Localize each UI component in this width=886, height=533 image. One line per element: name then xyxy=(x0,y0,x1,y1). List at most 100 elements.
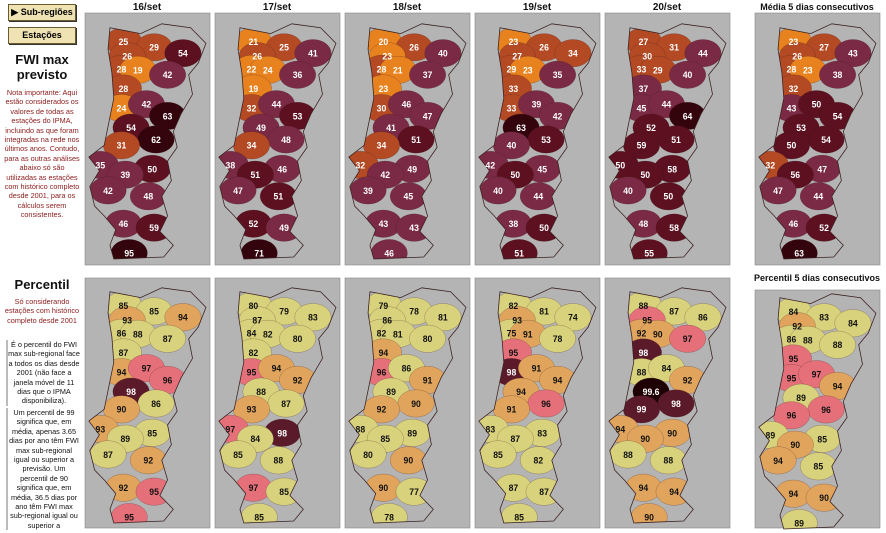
region-value: 23 xyxy=(523,65,533,75)
region-value: 32 xyxy=(789,84,799,94)
region-value: 91 xyxy=(423,375,433,385)
region-value: 48 xyxy=(639,219,649,229)
region-value: 96 xyxy=(541,399,551,409)
region-value: 90 xyxy=(653,329,663,339)
region-value: 40 xyxy=(438,49,448,59)
region-value: 26 xyxy=(792,51,802,61)
region-value: 32 xyxy=(247,103,257,113)
map-title: Média 5 dias consecutivos xyxy=(760,2,874,12)
region-value: 49 xyxy=(407,164,417,174)
region-value: 94 xyxy=(669,487,679,497)
region-value: 85 xyxy=(814,462,824,472)
region-value: 98 xyxy=(639,348,649,358)
region-value: 94 xyxy=(178,313,188,323)
region xyxy=(409,324,446,353)
region-value: 94 xyxy=(553,375,563,385)
map: 27 31 44 30 33 29 40 37 45 44 64 52 51 59 50 58 50 40 50 48… xyxy=(608,23,727,260)
region-value: 27 xyxy=(512,51,522,61)
map: 80 79 83 87 84 82 80 82 95 94 92 88 87 93 97 98 84 85 88 97… xyxy=(218,287,337,524)
region-value: 31 xyxy=(117,141,127,151)
region-value: 94 xyxy=(272,364,282,374)
region-value: 32 xyxy=(766,160,776,170)
country-outline xyxy=(88,287,207,524)
region-value: 42 xyxy=(553,111,563,121)
region-value: 95 xyxy=(124,248,134,258)
map: 82 81 74 93 75 91 78 95 98 91 94 94 96 91 83 83 87 85 82 87… xyxy=(478,287,597,524)
regions xyxy=(478,291,592,524)
region-value: 97 xyxy=(249,483,259,493)
map-title: Percentil 5 dias consecutivos xyxy=(754,273,880,283)
region-value: 47 xyxy=(773,186,783,196)
section-title: FWI max previsto xyxy=(15,52,69,82)
region-value: 54 xyxy=(821,135,831,145)
region-value: 21 xyxy=(393,65,403,75)
region xyxy=(554,303,592,332)
region-value: 94 xyxy=(616,424,626,434)
button[interactable]: ▶ Sub-regiões xyxy=(8,4,76,21)
region-value: 34 xyxy=(247,141,257,151)
region xyxy=(669,60,706,89)
region-value: 43 xyxy=(848,49,858,59)
region-value: 31 xyxy=(669,43,679,53)
region-value: 20 xyxy=(379,37,389,47)
region-value: 62 xyxy=(151,135,161,145)
region-value: 35 xyxy=(96,160,106,170)
region-value: 85 xyxy=(514,512,524,522)
country-outline xyxy=(758,293,877,530)
country-outline xyxy=(348,23,467,260)
region-value: 45 xyxy=(637,103,647,113)
region-value: 82 xyxy=(509,301,519,311)
region-value: 38 xyxy=(509,219,519,229)
region-value: 85 xyxy=(119,301,129,311)
region-value: 92 xyxy=(144,456,154,466)
region-value: 52 xyxy=(819,223,829,233)
region-value: 54 xyxy=(126,123,136,133)
region-value: 93 xyxy=(512,315,522,325)
region-value: 46 xyxy=(277,164,287,174)
region-value: 39 xyxy=(363,186,373,196)
region-value: 98 xyxy=(126,387,136,397)
region-value: 58 xyxy=(667,164,677,174)
region-value: 71 xyxy=(254,248,264,258)
region-value: 28 xyxy=(377,64,387,74)
region-value: 88 xyxy=(639,301,649,311)
country-outline xyxy=(608,23,727,260)
region-value: 89 xyxy=(766,430,776,440)
button-label[interactable]: Estações xyxy=(22,30,62,40)
region-value: 36 xyxy=(293,70,303,80)
region xyxy=(669,324,706,353)
region-value: 87 xyxy=(252,315,262,325)
map: 23 26 34 27 29 23 35 33 33 39 42 63 53 40 42 45 50 40 44 38… xyxy=(478,23,597,260)
region-value: 88 xyxy=(133,329,143,339)
region-value: 50 xyxy=(641,170,651,180)
region-value: 37 xyxy=(423,70,433,80)
region-value: 80 xyxy=(293,334,303,344)
region-value: 22 xyxy=(247,64,257,74)
region-value: 19 xyxy=(249,84,259,94)
region-value: 50 xyxy=(147,164,157,174)
region-value: 50 xyxy=(511,170,521,180)
region xyxy=(539,324,576,353)
region-value: 75 xyxy=(507,328,517,338)
button[interactable]: Estações xyxy=(8,27,76,44)
region-value: 38 xyxy=(226,160,236,170)
region xyxy=(294,303,332,332)
region-value: 84 xyxy=(789,307,799,317)
region-value: 98 xyxy=(671,399,681,409)
region-value: 29 xyxy=(149,43,159,53)
region xyxy=(149,324,186,353)
region-value: 85 xyxy=(817,434,827,444)
region-value: 63 xyxy=(163,111,173,121)
region-value: 23 xyxy=(803,65,813,75)
region-value: 28 xyxy=(119,84,129,94)
map: 21 25 41 26 22 24 36 19 32 44 53 49 48 34 38 46 51 47 51 52… xyxy=(218,23,337,260)
region-value: 83 xyxy=(819,313,829,323)
region-value: 64 xyxy=(683,111,693,121)
region-value: 92 xyxy=(293,375,303,385)
region-value: 80 xyxy=(363,450,373,460)
country-outline xyxy=(478,287,597,524)
region-value: 88 xyxy=(356,424,366,434)
region-value: 84 xyxy=(848,319,858,329)
region-value: 46 xyxy=(789,219,799,229)
button-label[interactable]: Sub-regiões xyxy=(20,7,73,17)
